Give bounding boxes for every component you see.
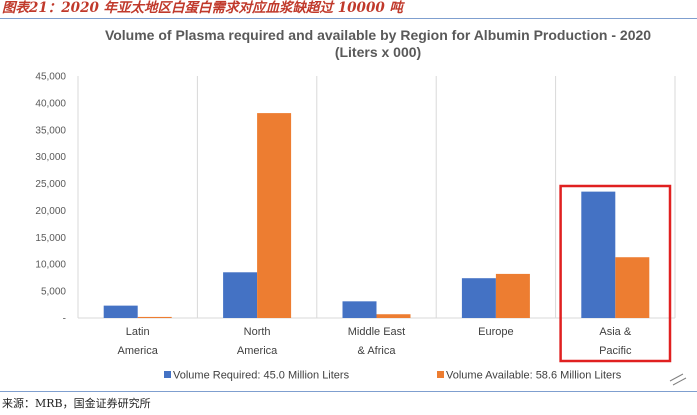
bars	[103, 113, 650, 319]
y-tick-label: 10,000	[35, 260, 66, 271]
bar-required	[461, 278, 496, 318]
x-category-label: North	[244, 326, 271, 338]
legend-label: Volume Required: 45.0 Million Liters	[173, 370, 350, 382]
y-tick-label: 30,000	[35, 152, 66, 163]
y-tick-label: 40,000	[35, 98, 66, 109]
x-category-label: America	[237, 345, 278, 357]
y-tick-label: 45,000	[35, 72, 66, 83]
chart-title-line-2: (Liters x 000)	[335, 44, 421, 60]
caption-divider	[0, 18, 697, 19]
source-note: 来源：MRB，国金证券研究所	[2, 397, 151, 410]
x-category-label: America	[118, 345, 159, 357]
bar-required	[223, 272, 258, 318]
highlight	[559, 184, 672, 363]
x-category-label: Pacific	[599, 345, 632, 357]
legend-swatch	[164, 371, 171, 378]
y-tick-label: -	[63, 314, 66, 325]
resize-handle-icon	[669, 373, 687, 386]
legend-swatch	[437, 371, 444, 378]
y-tick-label: 15,000	[35, 233, 66, 244]
highlight-box	[559, 184, 672, 363]
x-category-label: Middle East	[348, 326, 405, 338]
figure-caption: 图表21：2020 年亚太地区白蛋白需求对应血浆缺超过 10000 吨	[2, 0, 403, 16]
bar-required	[581, 191, 616, 318]
y-tick-label: 5,000	[41, 287, 66, 298]
bar-available	[257, 113, 292, 319]
legend: Volume Required: 45.0 Million Liters Volu…	[164, 370, 622, 382]
x-axis: Latin America North America Middle East & Afr…	[118, 326, 632, 357]
chart-title-line-1: Volume of Plasma required and available …	[105, 27, 651, 43]
source-divider	[0, 391, 697, 392]
legend-label: Volume Available: 58.6 Million Liters	[446, 370, 622, 382]
y-tick-label: 25,000	[35, 179, 66, 190]
bar-available	[495, 273, 530, 318]
x-category-label: Latin	[126, 326, 150, 338]
y-tick-label: 35,000	[35, 125, 66, 136]
bar-required	[342, 301, 377, 318]
x-category-label: & Africa	[358, 345, 397, 357]
y-tick-label: 20,000	[35, 206, 66, 217]
bar-available	[137, 316, 172, 318]
x-category-label: Asia &	[599, 326, 631, 338]
x-category-label: Europe	[478, 326, 513, 338]
bar-chart: Volume of Plasma required and available …	[35, 27, 687, 386]
bar-available	[615, 257, 650, 318]
bar-required	[103, 305, 138, 318]
bar-available	[376, 314, 411, 318]
y-axis: - 5,000 10,000 15,000 20,000 25,000 30,000 35,0…	[35, 72, 66, 325]
